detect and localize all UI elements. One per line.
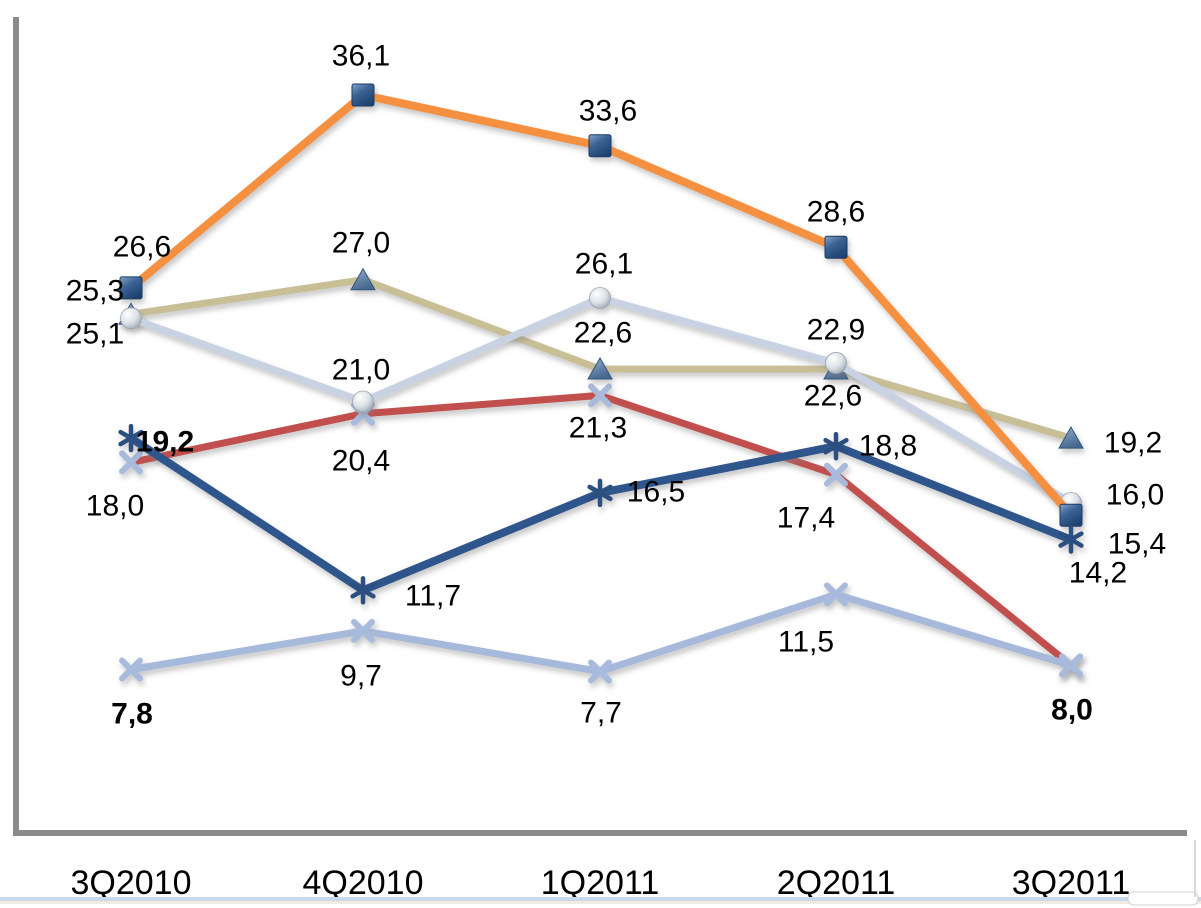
data-label-navy-star-series-3Q2011: 14,2 bbox=[1069, 557, 1127, 590]
data-label-orange-square-series-3Q2011: 15,4 bbox=[1108, 528, 1166, 561]
square-marker-icon bbox=[119, 276, 143, 300]
star-marker-icon bbox=[823, 431, 849, 461]
triangle-marker-icon bbox=[1058, 426, 1084, 449]
sphere-marker-icon bbox=[825, 352, 847, 374]
x-marker-icon bbox=[119, 450, 143, 475]
data-label-silver-circle-series-4Q2010: 21,0 bbox=[332, 354, 390, 387]
x-marker-icon bbox=[824, 462, 848, 487]
data-label-tan-triangle-series-2Q2011: 22,6 bbox=[804, 380, 862, 413]
data-label-red-x-series-3Q2010: 18,0 bbox=[86, 490, 144, 523]
x-marker-icon bbox=[1059, 653, 1083, 678]
data-label-tan-triangle-series-3Q2011: 19,2 bbox=[1104, 427, 1162, 460]
data-labels-layer: 18,0 20,4 21,3 17,4 25,3 27,0 22,6 22,6 19,2 25,1… bbox=[66, 40, 1166, 731]
data-label-tan-triangle-series-1Q2011: 22,6 bbox=[574, 317, 632, 350]
series-line-navy-star-series bbox=[127, 434, 1075, 595]
triangle-marker-icon bbox=[587, 357, 613, 380]
x-marker-icon bbox=[824, 582, 848, 607]
sphere-marker-icon bbox=[120, 307, 142, 330]
square-marker-icon bbox=[351, 83, 375, 107]
data-label-orange-square-series-2Q2011: 28,6 bbox=[807, 196, 865, 229]
data-label-periwinkle-x-series-4Q2010: 9,7 bbox=[340, 660, 382, 693]
window-bottom-edge bbox=[0, 897, 1201, 901]
data-label-tan-triangle-series-4Q2010: 27,0 bbox=[332, 227, 390, 260]
x-marker-icon bbox=[588, 659, 612, 684]
series-periwinkle-x-series bbox=[119, 582, 1083, 684]
star-marker-icon bbox=[587, 478, 613, 508]
x-marker-icon bbox=[588, 383, 612, 408]
window-right-edge bbox=[1194, 840, 1196, 897]
sphere-marker-icon bbox=[352, 390, 374, 413]
x-axis-label-2q2011: 2Q2011 bbox=[777, 864, 895, 902]
data-label-navy-star-series-3Q2010: 19,2 bbox=[136, 426, 194, 459]
data-label-silver-circle-series-1Q2011: 26,1 bbox=[575, 248, 633, 281]
x-axis-line bbox=[13, 830, 1187, 836]
data-label-silver-circle-series-2Q2011: 22,9 bbox=[807, 314, 865, 347]
data-label-orange-square-series-4Q2010: 36,1 bbox=[332, 40, 390, 73]
series-orange-square-series bbox=[119, 83, 1083, 527]
data-label-navy-star-series-2Q2011: 18,8 bbox=[859, 430, 917, 463]
data-label-red-x-series-1Q2011: 21,3 bbox=[569, 412, 627, 445]
x-axis-label-3q2011: 3Q2011 bbox=[1012, 864, 1130, 902]
x-axis-label-4q2010: 4Q2010 bbox=[303, 864, 424, 902]
y-axis-line bbox=[13, 17, 19, 833]
star-marker-icon bbox=[118, 423, 144, 453]
data-label-red-x-series-4Q2010: 20,4 bbox=[332, 445, 390, 478]
data-label-red-x-series-2Q2011: 17,4 bbox=[777, 502, 835, 535]
x-marker-icon bbox=[351, 618, 375, 643]
data-label-silver-circle-series-3Q2010: 25,1 bbox=[66, 318, 124, 351]
x-axis-label-3q2010: 3Q2010 bbox=[71, 864, 192, 902]
data-label-orange-square-series-1Q2011: 33,6 bbox=[579, 95, 637, 128]
data-label-navy-star-series-4Q2010: 11,7 bbox=[405, 580, 461, 613]
data-label-periwinkle-x-series-2Q2011: 11,5 bbox=[778, 626, 834, 659]
data-label-periwinkle-x-series-3Q2010: 7,8 bbox=[111, 698, 153, 731]
data-label-orange-square-series-3Q2010: 26,6 bbox=[113, 231, 171, 264]
star-marker-icon bbox=[350, 576, 376, 605]
series-line-periwinkle-x-series bbox=[127, 590, 1075, 675]
data-label-periwinkle-x-series-3Q2011: 8,0 bbox=[1051, 694, 1093, 727]
window-bottom-corner-pill bbox=[1127, 891, 1199, 906]
x-axis-label-1q2011: 1Q2011 bbox=[541, 864, 659, 902]
square-marker-icon bbox=[824, 235, 848, 259]
sphere-marker-icon bbox=[589, 287, 611, 309]
series-navy-star-series bbox=[118, 423, 1084, 605]
square-marker-icon bbox=[588, 134, 612, 158]
data-label-navy-star-series-1Q2011: 16,5 bbox=[627, 476, 685, 509]
star-marker-icon bbox=[1058, 525, 1084, 554]
window-bottom-edge-shade bbox=[0, 901, 1201, 904]
square-marker-icon bbox=[1059, 503, 1083, 527]
data-label-tan-triangle-series-3Q2010: 25,3 bbox=[66, 275, 124, 308]
data-label-silver-circle-series-3Q2011: 16,0 bbox=[1106, 479, 1164, 512]
data-label-periwinkle-x-series-1Q2011: 7,7 bbox=[580, 697, 622, 730]
triangle-marker-icon bbox=[350, 267, 376, 291]
x-marker-icon bbox=[119, 657, 143, 682]
